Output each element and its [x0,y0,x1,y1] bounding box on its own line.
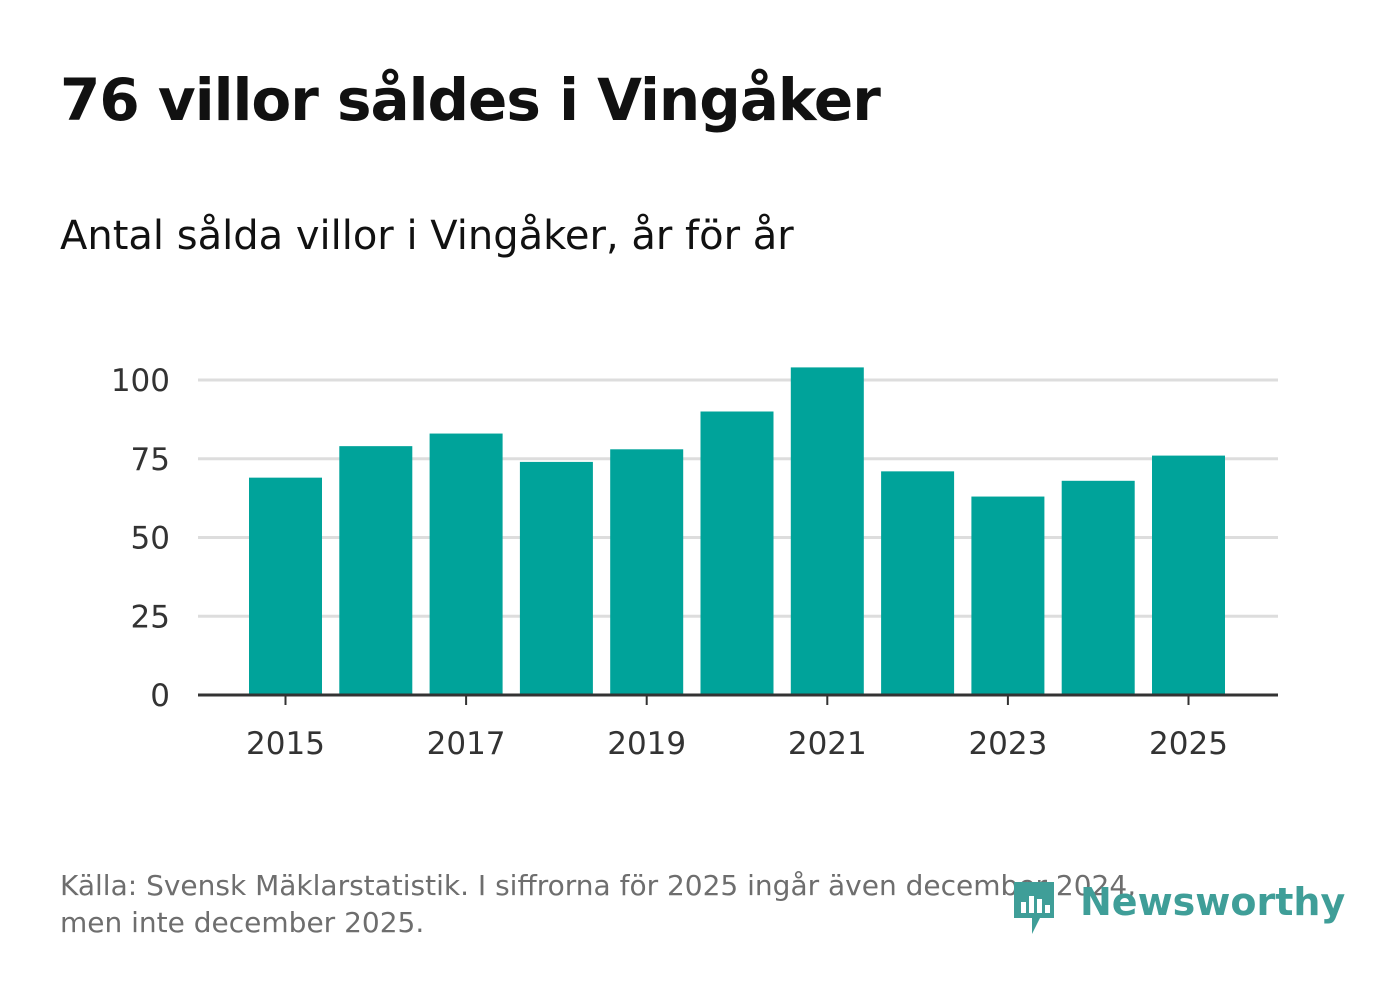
chart-subtitle: Antal sålda villor i Vingåker, år för år [60,213,794,259]
y-tick-label: 50 [131,521,170,557]
source-note: Källa: Svensk Mäklarstatistik. I siffror… [60,867,1260,941]
source-line-2: men inte december 2025. [60,906,425,939]
y-tick-label: 25 [131,599,170,635]
bar-2025 [1152,455,1225,695]
chart-title: 76 villor såldes i Vingåker [60,66,881,134]
source-line-1: Källa: Svensk Mäklarstatistik. I siffror… [60,869,1137,902]
newsworthy-logo[interactable]: Newsworthy [1010,878,1345,942]
bar-2017 [429,433,503,695]
bar-chart-speech-bubble-icon [1014,882,1054,934]
x-tick-label: 2019 [607,726,686,762]
bar-2023 [971,496,1045,695]
y-tick-label: 75 [131,442,170,478]
bar-2022 [881,471,955,695]
y-axis-tick-labels: 0 25 50 75 100 [111,363,170,714]
bar-2019 [610,449,684,695]
bar-2021 [790,367,864,695]
bars [249,367,1225,695]
bar-2018 [519,461,593,695]
bar-2024 [1061,480,1135,695]
y-tick-label: 0 [150,678,170,714]
bar-2015 [249,477,322,695]
x-tick-label: 2025 [1149,726,1228,762]
bar-2016 [339,446,413,695]
x-tick-label: 2015 [246,726,325,762]
x-axis [198,693,1278,705]
logo-text: Newsworthy [1080,880,1346,924]
x-axis-tick-labels: 2015 2017 2019 2021 2023 2025 [246,726,1228,762]
y-tick-label: 100 [111,363,170,399]
x-tick-label: 2017 [427,726,506,762]
x-tick-label: 2021 [788,726,867,762]
x-tick-label: 2023 [968,726,1047,762]
bar-2020 [700,411,774,695]
